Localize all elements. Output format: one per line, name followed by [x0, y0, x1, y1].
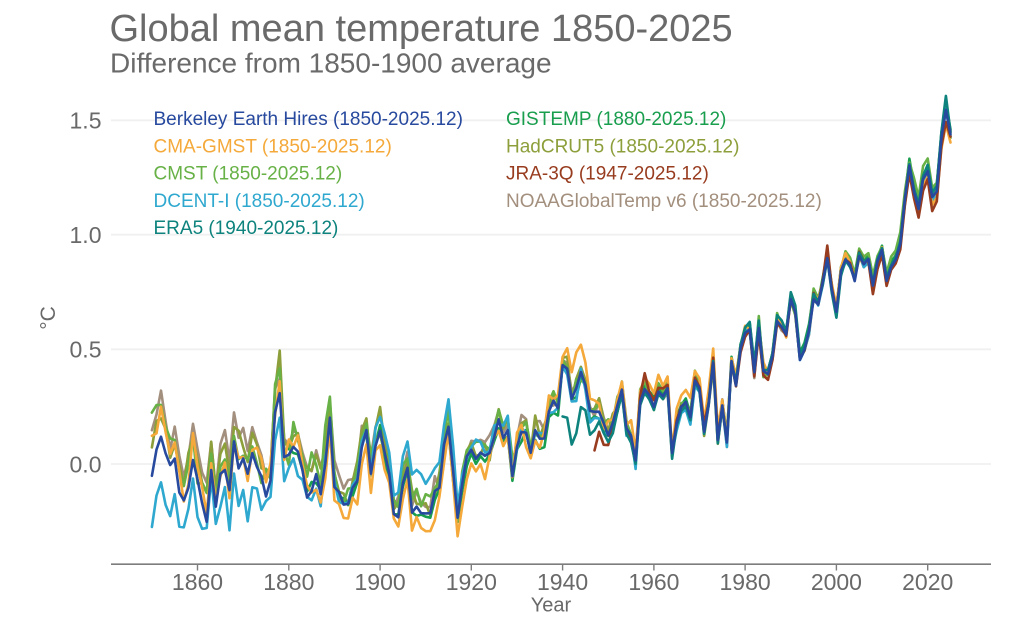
svg-text:HadCRUT5 (1850-2025.12): HadCRUT5 (1850-2025.12) [506, 136, 739, 157]
svg-text:GISTEMP (1880-2025.12): GISTEMP (1880-2025.12) [506, 109, 726, 130]
svg-text:0.5: 0.5 [70, 337, 102, 363]
svg-text:Year: Year [531, 595, 572, 617]
svg-text:CMST (1850-2025.12): CMST (1850-2025.12) [154, 164, 343, 185]
svg-text:1900: 1900 [355, 569, 406, 595]
svg-text:2020: 2020 [902, 569, 953, 595]
svg-text:ERA5 (1940-2025.12): ERA5 (1940-2025.12) [154, 218, 339, 239]
svg-text:Berkeley Earth Hires (1850-202: Berkeley Earth Hires (1850-2025.12) [154, 109, 463, 130]
svg-text:1920: 1920 [446, 569, 497, 595]
svg-text:DCENT-I (1850-2025.12): DCENT-I (1850-2025.12) [154, 191, 365, 212]
svg-text:2000: 2000 [811, 569, 862, 595]
svg-text:1860: 1860 [172, 569, 223, 595]
svg-text:1940: 1940 [537, 569, 588, 595]
svg-text:Global mean temperature 1850-2: Global mean temperature 1850-2025 [110, 8, 733, 50]
svg-text:1960: 1960 [628, 569, 679, 595]
svg-text:1.0: 1.0 [70, 222, 102, 248]
svg-text:CMA-GMST (1850-2025.12): CMA-GMST (1850-2025.12) [154, 136, 392, 157]
svg-text:NOAAGlobalTemp v6 (1850-2025.1: NOAAGlobalTemp v6 (1850-2025.12) [506, 191, 822, 212]
svg-text:Difference from 1850-1900 aver: Difference from 1850-1900 average [110, 48, 552, 79]
svg-text:°C: °C [37, 306, 60, 330]
svg-text:1.5: 1.5 [70, 108, 102, 134]
svg-text:1880: 1880 [263, 569, 314, 595]
svg-text:1980: 1980 [720, 569, 771, 595]
svg-text:JRA-3Q (1947-2025.12): JRA-3Q (1947-2025.12) [506, 164, 709, 185]
svg-text:0.0: 0.0 [70, 451, 102, 477]
